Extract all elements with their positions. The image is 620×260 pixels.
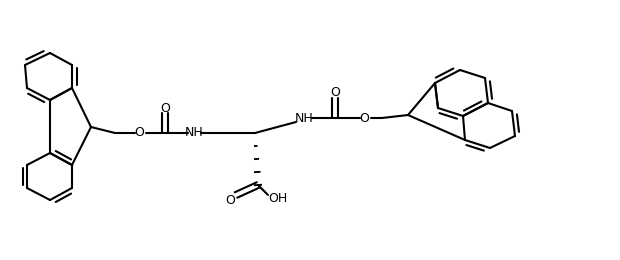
Text: O: O bbox=[359, 112, 369, 125]
Text: O: O bbox=[160, 101, 170, 114]
Text: OH: OH bbox=[268, 192, 288, 205]
Text: O: O bbox=[225, 194, 235, 207]
Text: NH: NH bbox=[294, 112, 313, 125]
Text: O: O bbox=[134, 127, 144, 140]
Text: NH: NH bbox=[185, 127, 203, 140]
Text: O: O bbox=[330, 87, 340, 100]
